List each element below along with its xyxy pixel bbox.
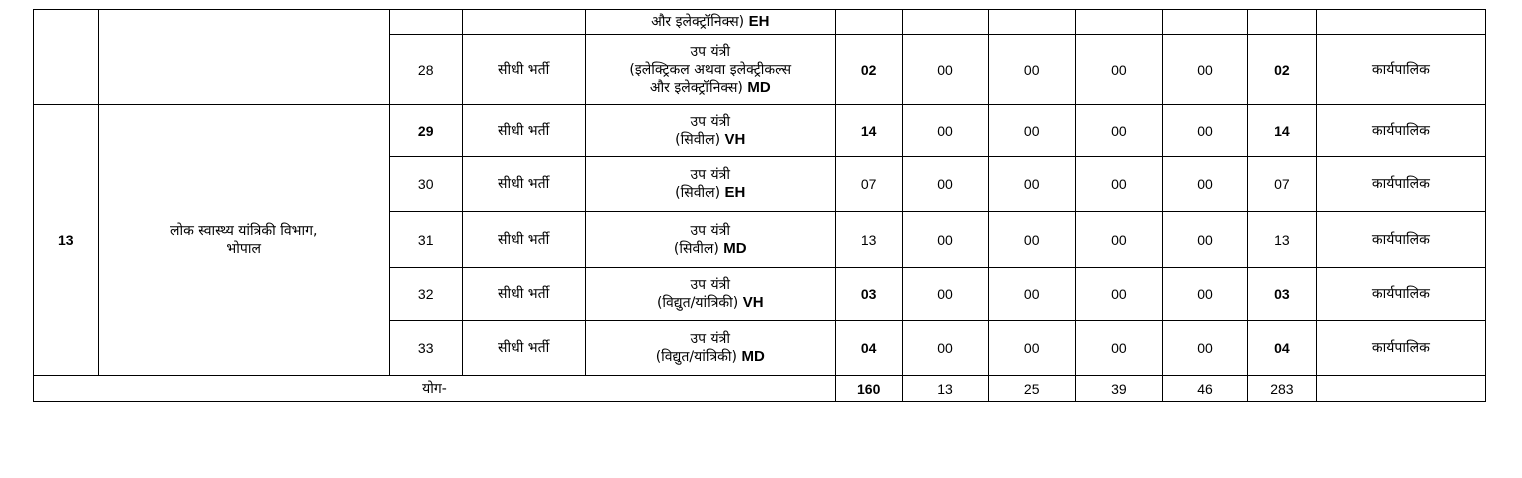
recruitment-mode: सीधी भर्ती [461,267,586,321]
table-row: 13 लोक स्वास्थ्य यांत्रिकी विभाग, भोपाल … [33,104,1487,376]
total-value: 13 [901,375,989,402]
post-title: उप यंत्री (सिवील) VH [584,104,836,157]
post-title: उप यंत्री (इलेक्ट्रिकल अथवा इलेक्ट्रीकल्… [584,34,836,105]
total-value: 39 [1074,375,1163,402]
recruitment-mode: सीधी भर्ती [461,156,586,212]
table-row: और इलेक्ट्रॉनिक्स) EH [33,9,1487,105]
row-number: 30 [388,156,463,212]
total-value: 283 [1247,375,1317,402]
row-number: 28 [388,34,463,105]
post-title: उप यंत्री (सिवील) EH [584,156,836,212]
department-name: लोक स्वास्थ्य यांत्रिकी विभाग, भोपाल [97,104,390,376]
table-row: 31 सीधी भर्ती उप यंत्री (सिवील) MD 13 00… [34,211,1487,268]
service-type: कार्यपालिक [1315,320,1487,376]
table-row: 33 सीधी भर्ती उप यंत्री (विद्युत/यांत्रि… [34,320,1487,376]
recruitment-mode: सीधी भर्ती [461,34,586,105]
department-serial: 13 [33,104,99,376]
service-type: कार्यपालिक [1315,34,1487,105]
post-title: और इलेक्ट्रॉनिक्स) EH [584,9,836,35]
vacancy-table: और इलेक्ट्रॉनिक्स) EH 28 सीधी भर्ती उप य… [33,9,1487,402]
row-number: 33 [388,320,463,376]
service-type: कार्यपालिक [1315,211,1487,268]
table-row: 32 सीधी भर्ती उप यंत्री (विद्युत/यांत्रि… [34,267,1487,321]
total-row: योग- 160 13 25 39 46 283 [33,375,1487,402]
row-number: 31 [388,211,463,268]
table-row: 28 सीधी भर्ती उप यंत्री (इलेक्ट्रिकल अथव… [34,34,1487,105]
recruitment-mode: सीधी भर्ती [461,104,586,157]
service-type: कार्यपालिक [1315,104,1487,157]
row-number: 32 [388,267,463,321]
total-value: 46 [1161,375,1249,402]
recruitment-mode: सीधी भर्ती [461,211,586,268]
total-label: योग- [33,375,836,402]
post-title: उप यंत्री (विद्युत/यांत्रिकी) VH [584,267,836,321]
recruitment-mode: सीधी भर्ती [461,320,586,376]
service-type: कार्यपालिक [1315,156,1487,212]
total-value: 25 [987,375,1076,402]
post-title: उप यंत्री (विद्युत/यांत्रिकी) MD [584,320,836,376]
total-value: 160 [834,375,903,402]
post-title: उप यंत्री (सिवील) MD [584,211,836,268]
service-type: कार्यपालिक [1315,267,1487,321]
row-number: 29 [388,104,463,157]
